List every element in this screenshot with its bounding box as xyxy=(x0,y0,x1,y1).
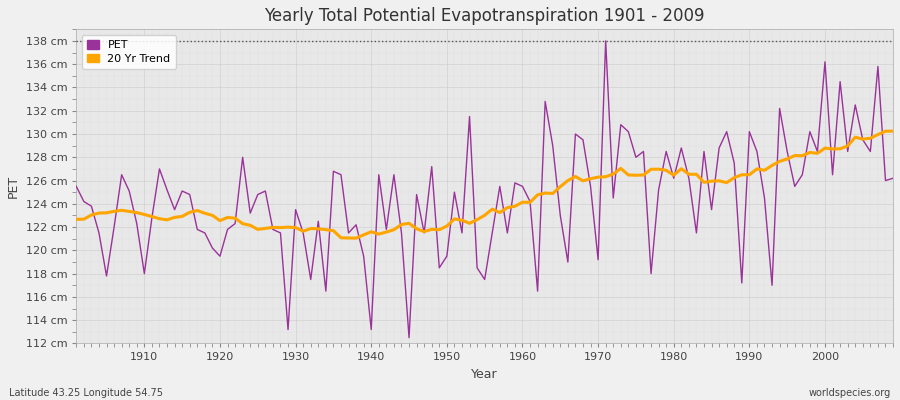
X-axis label: Year: Year xyxy=(472,368,498,381)
Text: Latitude 43.25 Longitude 54.75: Latitude 43.25 Longitude 54.75 xyxy=(9,388,163,398)
Legend: PET, 20 Yr Trend: PET, 20 Yr Trend xyxy=(82,35,176,70)
Text: worldspecies.org: worldspecies.org xyxy=(809,388,891,398)
Title: Yearly Total Potential Evapotranspiration 1901 - 2009: Yearly Total Potential Evapotranspiratio… xyxy=(265,7,705,25)
Y-axis label: PET: PET xyxy=(7,175,20,198)
